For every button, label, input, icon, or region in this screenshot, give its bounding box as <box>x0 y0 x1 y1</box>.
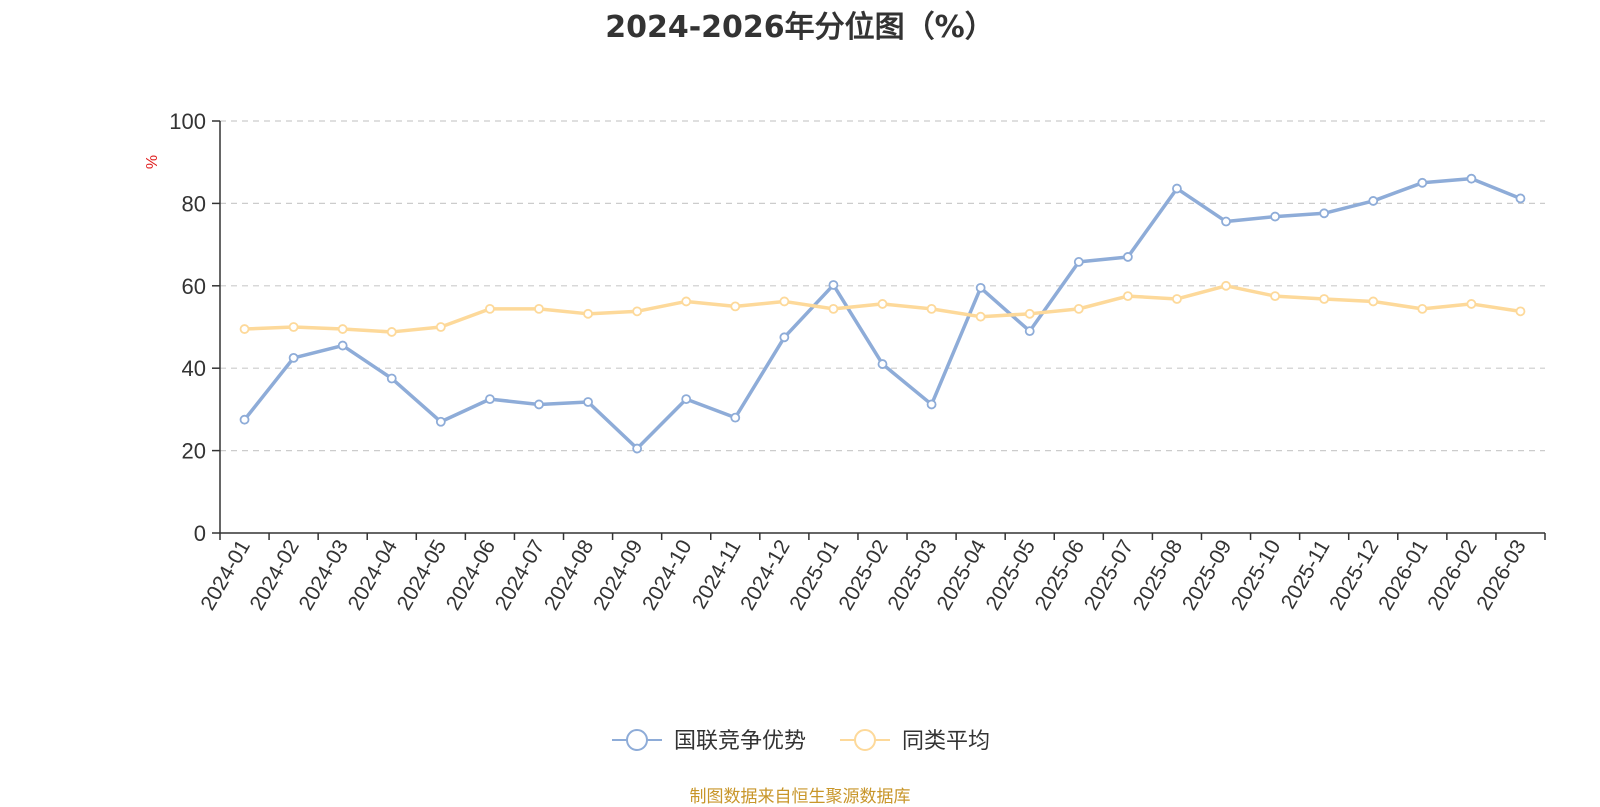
data-point <box>435 322 446 332</box>
data-point <box>1221 280 1231 291</box>
data-point <box>485 394 495 405</box>
y-tick-label: 60 <box>182 274 206 299</box>
data-point <box>975 311 986 322</box>
data-point <box>828 280 839 290</box>
data-point <box>1024 308 1035 319</box>
data-point <box>877 359 888 369</box>
data-point <box>1024 326 1035 337</box>
y-tick-labels: 0 20 40 60 80 100 <box>169 109 206 546</box>
data-point <box>1417 303 1428 314</box>
data-point <box>435 416 446 427</box>
legend-label: 国联竞争优势 <box>674 729 806 754</box>
data-point <box>534 399 544 410</box>
legend: 国联竞争优势 同类平均 <box>612 729 990 754</box>
data-point <box>1122 291 1133 302</box>
data-point <box>1319 294 1330 304</box>
data-point <box>779 296 790 307</box>
data-point <box>386 373 397 384</box>
data-point <box>1368 196 1379 206</box>
y-tick-label: 0 <box>194 521 206 546</box>
data-point <box>583 397 593 407</box>
data-point <box>926 399 937 410</box>
series-lines <box>239 173 1526 454</box>
data-point <box>288 322 299 332</box>
data-point <box>1073 303 1084 314</box>
data-point <box>239 414 250 425</box>
data-point <box>1221 216 1231 227</box>
data-point <box>1319 208 1330 219</box>
data-point <box>975 282 986 293</box>
data-point <box>877 299 888 309</box>
axes <box>212 120 1546 540</box>
x-tick-labels: 2024-012024-022024-032024-042024-052024-… <box>196 536 1530 615</box>
y-tick-label: 100 <box>169 109 206 134</box>
data-point <box>1172 294 1182 304</box>
data-point <box>1270 291 1280 302</box>
data-point <box>583 308 593 319</box>
series-line-1 <box>243 176 1522 451</box>
data-point <box>779 332 790 343</box>
data-point <box>1073 257 1084 267</box>
data-point <box>534 303 544 314</box>
data-point <box>632 443 643 454</box>
data-point <box>632 306 643 317</box>
data-point <box>485 303 495 314</box>
data-point <box>1368 296 1379 307</box>
data-point <box>1122 252 1133 262</box>
y-axis-label: % <box>144 155 161 169</box>
data-point <box>730 301 741 312</box>
legend-swatch-marker <box>854 729 876 751</box>
chart-title: 2024-2026年分位图（%） <box>605 10 995 45</box>
data-point <box>681 296 692 307</box>
data-point <box>337 324 348 334</box>
source-note: 制图数据来自恒生聚源数据库 <box>689 787 911 807</box>
data-point <box>681 394 692 405</box>
data-point <box>1270 211 1280 222</box>
data-point <box>1417 177 1428 188</box>
data-point <box>1515 193 1526 204</box>
data-point <box>1466 173 1477 184</box>
data-point <box>1515 306 1526 317</box>
data-point <box>239 324 250 334</box>
series-line-2 <box>244 284 1521 334</box>
y-tick-label: 20 <box>182 439 206 464</box>
legend-swatch-marker <box>626 729 648 751</box>
data-point <box>1466 299 1477 309</box>
y-tick-label: 40 <box>182 356 206 381</box>
data-point <box>288 352 299 363</box>
data-point <box>730 412 741 423</box>
legend-label: 同类平均 <box>902 729 990 754</box>
data-point <box>337 340 348 351</box>
data-point <box>926 303 937 314</box>
data-point <box>386 327 397 337</box>
data-point <box>1172 183 1182 194</box>
data-point <box>828 303 839 314</box>
y-tick-label: 80 <box>182 191 206 216</box>
